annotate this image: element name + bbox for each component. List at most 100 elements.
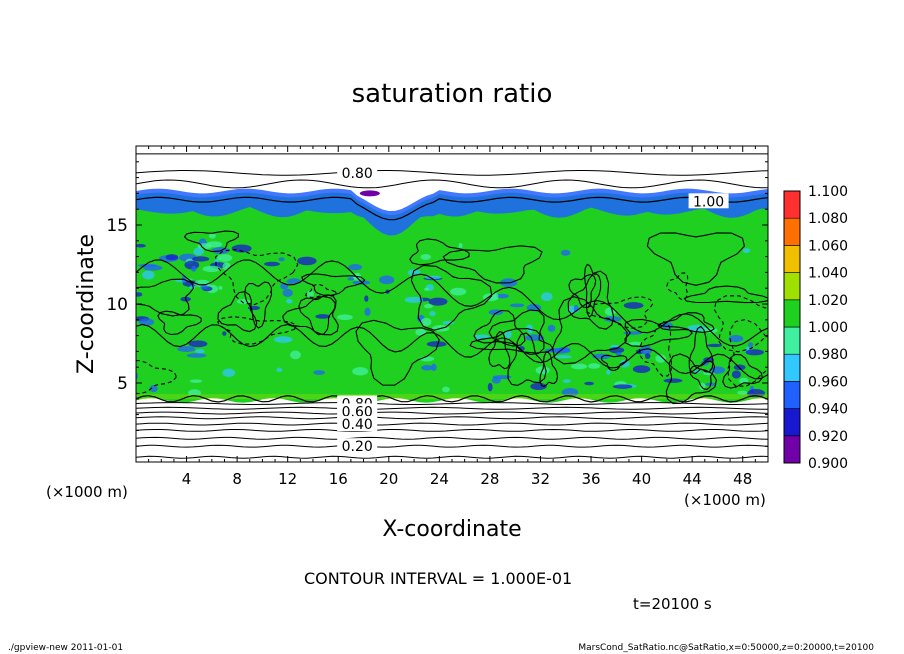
field-patch: [745, 349, 764, 356]
contour-1.00-closed: [666, 272, 689, 301]
colorbar-band: [783, 381, 801, 409]
y-tick-label: 10: [106, 295, 128, 315]
colorbar-label: 0.940: [808, 402, 848, 418]
field-patch: [604, 307, 616, 316]
field-patch: [530, 382, 547, 391]
colorbar-label: 1.040: [808, 266, 848, 282]
contour-1.00-closed: [305, 284, 338, 298]
contour-1.00-closed: [215, 249, 299, 306]
field-patch: [423, 287, 430, 291]
contour-1.00-closed: [442, 245, 543, 284]
field-patch: [216, 254, 233, 262]
contour-1.00-closed: [507, 332, 547, 386]
field-patch: [728, 334, 744, 343]
x-tick-label: 20: [379, 470, 398, 488]
contour-1.00-band: [136, 259, 768, 347]
field-patch: [415, 328, 426, 336]
footer-right: MarsCond_SatRatio.nc@SatRatio,x=0:50000,…: [578, 643, 874, 653]
field-patch: [731, 370, 741, 379]
field-patch: [378, 275, 395, 285]
field-patch: [431, 363, 437, 372]
contour-low-3: [136, 416, 768, 420]
field-patch: [458, 242, 463, 249]
field-patch: [200, 284, 208, 290]
contour-low-1: [136, 406, 768, 410]
contour-1.00-closed: [355, 319, 440, 386]
field-patch: [136, 372, 139, 380]
field-patch: [421, 365, 433, 371]
field-patch: [560, 249, 571, 256]
contour-1.00-closed: [217, 291, 258, 333]
y-axis-label: Z-coordinate: [74, 234, 99, 374]
field-patch: [420, 317, 432, 327]
field-patch: [588, 363, 601, 369]
field-patch: [208, 233, 216, 239]
field-patch: [165, 254, 179, 261]
contour-label-bg: [688, 193, 729, 209]
contour-label-bg: [337, 164, 378, 180]
colorbar-band: [783, 435, 801, 464]
x-tick-label: 12: [278, 470, 297, 488]
field-patch: [623, 331, 643, 335]
colorbar-band: [783, 272, 801, 301]
x-tick-label: 32: [531, 470, 550, 488]
field-patch: [441, 386, 450, 393]
contour-low-edge: [136, 394, 768, 403]
x-tick-label: 4: [182, 470, 192, 488]
colorbar-band: [783, 217, 801, 246]
colorbar-label: 0.900: [808, 456, 848, 472]
contour-1.00-closed: [568, 273, 597, 309]
contour-low-6: [136, 436, 768, 440]
field-patch: [655, 354, 667, 363]
contour-1.00-closed: [552, 296, 628, 365]
x-tick-label: 44: [683, 470, 702, 488]
y-tick-label: 15: [106, 216, 128, 236]
footer-left: ./gpview-new 2011-01-01: [8, 643, 123, 653]
contour-low-8: [136, 455, 768, 459]
colorbar-label: 1.000: [808, 320, 848, 336]
field-patch: [364, 295, 369, 302]
contour-1.00-closed: [244, 281, 273, 329]
field-patch: [541, 292, 553, 301]
field-patch: [218, 285, 223, 290]
contour-low-7: [136, 444, 768, 448]
field-patch: [608, 346, 625, 354]
colorbar-band: [783, 353, 801, 382]
contour-1.00-closed: [157, 310, 202, 336]
field-patch: [273, 336, 293, 343]
field-patch: [264, 261, 280, 267]
y-axis-ticks: 5 10 15: [106, 145, 768, 463]
field-patch: [315, 314, 331, 319]
field-patch: [748, 342, 754, 348]
field-patch: [423, 303, 433, 309]
contour-label: 0.40: [342, 417, 373, 433]
contour-1.00-closed: [488, 309, 545, 355]
field-patch: [347, 277, 355, 281]
contour-1.00-closed: [298, 294, 337, 336]
contour-1.00-closed: [586, 296, 654, 329]
field-patch: [526, 303, 542, 312]
contour-1.00-closed: [183, 230, 239, 253]
field-patch: [504, 330, 512, 339]
field-patch: [584, 381, 594, 386]
field-patch: [492, 375, 512, 380]
field-patch: [707, 343, 723, 348]
contour-top-3: [136, 179, 768, 189]
x-tick-label: 24: [430, 470, 449, 488]
contour-1.00-closed: [410, 264, 493, 331]
field-patch: [737, 390, 748, 395]
field-patch: [337, 314, 353, 321]
field-patch: [188, 389, 202, 397]
contour-1.00-closed: [136, 278, 195, 317]
colorbar-band: [783, 245, 801, 273]
contour-low-5: [136, 428, 768, 432]
field-patch: [149, 385, 158, 393]
contour-1.00-closed: [584, 263, 602, 318]
field-patch: [202, 265, 221, 273]
field-patch: [195, 349, 205, 354]
field-purple-streak: [359, 190, 380, 197]
field-patch: [623, 302, 644, 309]
colorbar-label: 0.980: [808, 347, 848, 363]
contour-1.00-closed: [282, 295, 339, 336]
contour-label: 0.80: [342, 166, 373, 182]
